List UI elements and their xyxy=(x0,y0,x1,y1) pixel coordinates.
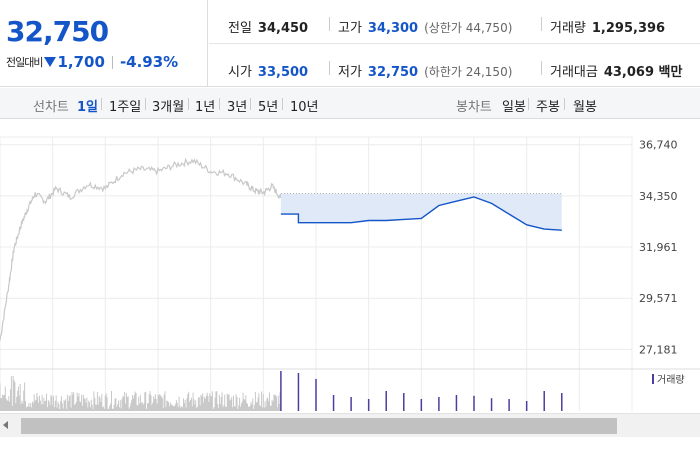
down-arrow-icon xyxy=(44,57,57,67)
change-label: 전일대비 xyxy=(6,56,43,69)
tab-divider xyxy=(188,98,189,110)
change-row: 전일대비 1,700 -4.93% xyxy=(6,53,178,71)
stat-label: 거래대금 xyxy=(550,65,598,80)
stat-sub: (상한가 44,750) xyxy=(424,21,513,35)
current-price: 32,750 xyxy=(6,15,109,48)
stat-value: 32,750 xyxy=(367,65,419,80)
tab-10year[interactable]: 10년 xyxy=(290,100,319,115)
stat-volume: 거래량 1,295,396 xyxy=(550,17,665,36)
tab-5year[interactable]: 5년 xyxy=(258,100,279,115)
stat-prev-close: 전일 34,450 xyxy=(228,17,308,36)
tab-3year[interactable]: 3년 xyxy=(227,100,248,115)
tab-1day[interactable]: 1일 xyxy=(77,100,99,115)
stat-label: 저가 xyxy=(338,65,362,80)
tab-divider xyxy=(282,98,283,110)
y-tick-label: 27,181 xyxy=(639,343,678,356)
y-tick-label: 36,740 xyxy=(639,139,678,152)
tab-divider xyxy=(564,98,565,110)
tab-1year[interactable]: 1년 xyxy=(195,100,216,115)
chart-period-tabs: 선차트 1일 1주일 3개월 1년 3년 5년 10년 봉차트 일봉 주봉 월봉 xyxy=(0,88,700,119)
tab-divider xyxy=(528,98,529,110)
stat-divider xyxy=(329,61,330,75)
tab-weekly-candle[interactable]: 주봉 xyxy=(536,100,560,115)
stat-open: 시가 33,500 xyxy=(228,61,308,80)
price-chart[interactable]: 36,740 34,350 31,961 29,571 27,181 거래량 xyxy=(0,119,700,413)
stat-high: 고가 34,300 (상한가 44,750) xyxy=(338,17,512,36)
stat-divider xyxy=(541,61,542,75)
stat-label: 전일 xyxy=(228,21,252,36)
today-price-line xyxy=(280,196,562,231)
tab-3month[interactable]: 3개월 xyxy=(152,100,185,115)
change-value: 1,700 xyxy=(57,53,105,71)
stat-divider xyxy=(541,17,542,31)
tab-divider xyxy=(219,98,220,110)
change-divider xyxy=(111,55,113,69)
scroll-thumb[interactable] xyxy=(21,418,617,434)
tab-monthly-candle[interactable]: 월봉 xyxy=(573,100,597,115)
stat-value: 43,069 백만 xyxy=(603,65,683,80)
previous-day-line xyxy=(0,157,282,341)
y-tick-label: 31,961 xyxy=(639,241,678,254)
price-box: 32,750 전일대비 1,700 -4.93% xyxy=(0,0,208,87)
scroll-left-arrow-icon[interactable] xyxy=(3,421,8,429)
tab-divider xyxy=(250,98,251,110)
stat-value: 34,450 xyxy=(257,21,309,36)
quote-summary: 32,750 전일대비 1,700 -4.93% 전일 34,450 고가 34… xyxy=(0,0,700,87)
stat-amount: 거래대금 43,069 백만 xyxy=(550,61,682,80)
candle-chart-label: 봉차트 xyxy=(456,100,492,115)
stat-low: 저가 32,750 (하한가 24,150) xyxy=(338,61,512,80)
stats-grid: 전일 34,450 고가 34,300 (상한가 44,750) 거래량 1,2… xyxy=(209,0,700,87)
change-percent: -4.93% xyxy=(119,53,179,71)
tab-daily-candle[interactable]: 일봉 xyxy=(502,100,526,115)
stat-label: 거래량 xyxy=(550,21,586,36)
y-tick-label: 29,571 xyxy=(639,292,678,305)
stats-divider xyxy=(209,43,700,44)
volume-legend-swatch xyxy=(652,374,654,384)
stat-label: 시가 xyxy=(228,65,252,80)
tab-divider xyxy=(145,98,146,110)
previous-day-volume xyxy=(0,375,281,411)
stat-value: 34,300 xyxy=(367,21,419,36)
volume-legend-label: 거래량 xyxy=(657,374,685,386)
stat-value: 1,295,396 xyxy=(591,21,666,36)
stat-value: 33,500 xyxy=(257,65,309,80)
tab-1week[interactable]: 1주일 xyxy=(109,100,142,115)
y-tick-label: 34,350 xyxy=(639,190,678,203)
stat-divider xyxy=(329,17,330,31)
line-chart-label: 선차트 xyxy=(33,100,69,115)
stat-sub: (하한가 24,150) xyxy=(424,65,513,79)
chart-scrollbar[interactable] xyxy=(0,413,700,437)
stat-label: 고가 xyxy=(338,21,362,36)
tab-divider xyxy=(101,98,102,110)
